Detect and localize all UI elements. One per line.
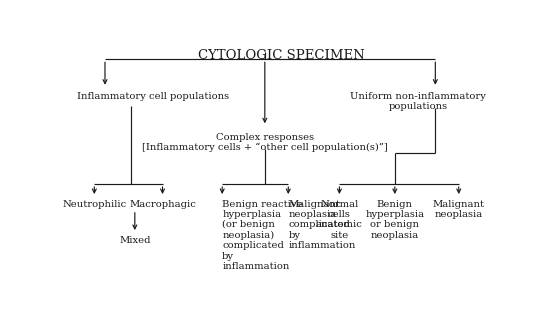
Text: Mixed: Mixed bbox=[119, 235, 151, 244]
Text: Malignant
neoplasia: Malignant neoplasia bbox=[433, 199, 485, 219]
Text: CYTOLOGIC SPECIMEN: CYTOLOGIC SPECIMEN bbox=[199, 49, 365, 62]
Text: Benign reactive
hyperplasia
(or benign
neoplasia)
complicated
by
inflammation: Benign reactive hyperplasia (or benign n… bbox=[222, 199, 302, 271]
Text: Neutrophilic: Neutrophilic bbox=[62, 199, 126, 208]
Text: Normal
cells
anatomic
site: Normal cells anatomic site bbox=[316, 199, 363, 240]
Text: Macrophagic: Macrophagic bbox=[129, 199, 196, 208]
Text: Complex responses
[Inflammatory cells + “other cell population(s)”]: Complex responses [Inflammatory cells + … bbox=[142, 133, 388, 152]
Text: Uniform non-inflammatory
populations: Uniform non-inflammatory populations bbox=[350, 92, 486, 111]
Text: Inflammatory cell populations: Inflammatory cell populations bbox=[77, 92, 229, 101]
Text: Benign
hyperplasia
or benign
neoplasia: Benign hyperplasia or benign neoplasia bbox=[365, 199, 425, 240]
Text: Malignant
neoplasia
complicated
by
inflammation: Malignant neoplasia complicated by infla… bbox=[288, 199, 356, 250]
